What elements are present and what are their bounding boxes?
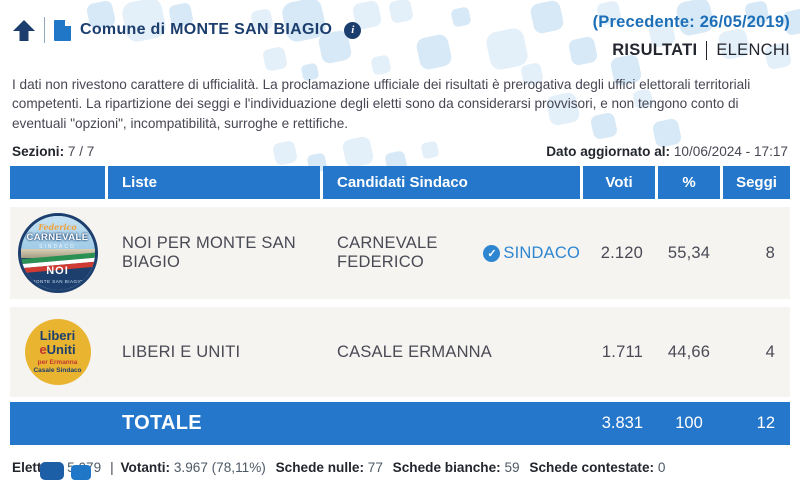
total-seats: 12 — [756, 414, 775, 433]
logo-landscape-band — [20, 248, 95, 260]
logo-text-liberi: Liberi — [39, 328, 76, 344]
elected-check-icon: ✓ — [483, 244, 501, 262]
header-voti: Voti — [583, 166, 655, 200]
page-title: Comune di MONTE SAN BIAGIO — [80, 21, 333, 38]
logo-text-monte-san-biagio: MONTE SAN BIAGIO — [31, 279, 84, 285]
results-table-header: Liste Candidati Sindaco Voti % Seggi — [10, 166, 790, 200]
stat-schede-bianche: Schede bianche: 59 — [392, 460, 520, 476]
cut-off-section-icons — [40, 462, 91, 481]
stat-schede-nulle: Schede nulle: 77 — [275, 460, 383, 476]
logo-text-carnevale: CARNEVALE — [26, 232, 89, 244]
sindaco-badge: SINDACO — [503, 243, 580, 262]
status-row: Sezioni: 7 / 7 Dato aggiornato al: 10/06… — [12, 144, 788, 159]
logo-text-euniti: eUniti — [39, 341, 76, 357]
updated-status: Dato aggiornato al: 10/06/2024 - 17:17 — [546, 144, 788, 159]
stat-votanti: Votanti: 3.967 (78,11%) — [120, 460, 266, 476]
candidate-name[interactable]: CARNEVALE FEDERICO — [337, 234, 438, 272]
stat-schede-contestate: Schede contestate: 0 — [529, 460, 666, 476]
view-tabs: RISULTATI ELENCHI — [593, 41, 790, 60]
icon-divider — [44, 17, 45, 43]
total-votes: 3.831 — [601, 414, 643, 433]
header-percent: % — [658, 166, 720, 200]
seats-value: 8 — [765, 243, 775, 262]
logo-text-sindaco: SINDACO — [39, 244, 76, 251]
percent-value: 55,34 — [667, 243, 711, 262]
cut-off-icon — [40, 462, 64, 481]
table-row: Liberi eUniti per Ermanna Casale Sindaco… — [10, 307, 790, 398]
sezioni-status: Sezioni: 7 / 7 — [12, 144, 94, 159]
header-candidati-sindaco: Candidati Sindaco — [323, 166, 580, 200]
top-bar: Comune di MONTE SAN BIAGIO i (Precedente… — [0, 0, 800, 60]
stat-separator: | — [110, 460, 114, 476]
total-row: TOTALE 3.831 100 12 — [10, 402, 790, 446]
list-name[interactable]: LIBERI E UNITI — [122, 342, 241, 361]
electorate-stats: Elettori: 5.079| Votanti: 3.967 (78,11%)… — [12, 460, 788, 475]
percent-value: 44,66 — [667, 342, 711, 361]
cut-off-icon — [71, 465, 91, 481]
tab-divider — [706, 41, 708, 60]
table-row: Federico CARNEVALE SINDACO NOI MONTE SAN… — [10, 207, 790, 300]
logo-text-per-ermanna: per Ermanna — [37, 359, 78, 367]
back-up-icon[interactable] — [12, 19, 36, 42]
tab-elenchi[interactable]: ELENCHI — [716, 41, 790, 59]
sezioni-value: 7 / 7 — [67, 144, 95, 160]
header-seggi: Seggi — [723, 166, 790, 200]
total-label: TOTALE — [122, 412, 202, 435]
logo-text-noi: NOI — [46, 265, 69, 278]
seats-value: 4 — [765, 342, 775, 361]
header-liste: Liste — [108, 166, 320, 200]
disclaimer-text: I dati non rivestono carattere di uffici… — [12, 77, 751, 131]
updated-label: Dato aggiornato al: — [546, 144, 671, 160]
candidate-name[interactable]: CASALE ERMANNA — [337, 342, 493, 361]
header-logo-column — [10, 166, 105, 200]
votes-value: 2.120 — [600, 243, 643, 262]
previous-election-link[interactable]: (Precedente: 26/05/2019) — [592, 13, 790, 31]
info-icon[interactable]: i — [344, 21, 362, 39]
logo-sky-band — [20, 216, 95, 254]
sezioni-label: Sezioni: — [12, 144, 65, 160]
total-percent: 100 — [675, 414, 703, 433]
updated-value: 10/06/2024 - 17:17 — [673, 144, 788, 160]
logo-text-federico: Federico — [38, 222, 77, 233]
tab-risultati[interactable]: RISULTATI — [612, 41, 698, 59]
logo-text-casale-sindaco: Casale Sindaco — [33, 367, 82, 375]
votes-value: 1.711 — [601, 342, 643, 361]
document-icon[interactable] — [53, 19, 72, 42]
list-logo-liberi-e-uniti[interactable]: Liberi eUniti per Ermanna Casale Sindaco — [24, 319, 91, 386]
list-logo-noi-per-monte-san-biagio[interactable]: Federico CARNEVALE SINDACO NOI MONTE SAN… — [17, 213, 98, 294]
list-name[interactable]: NOI PER MONTE SAN BIAGIO — [122, 234, 296, 272]
